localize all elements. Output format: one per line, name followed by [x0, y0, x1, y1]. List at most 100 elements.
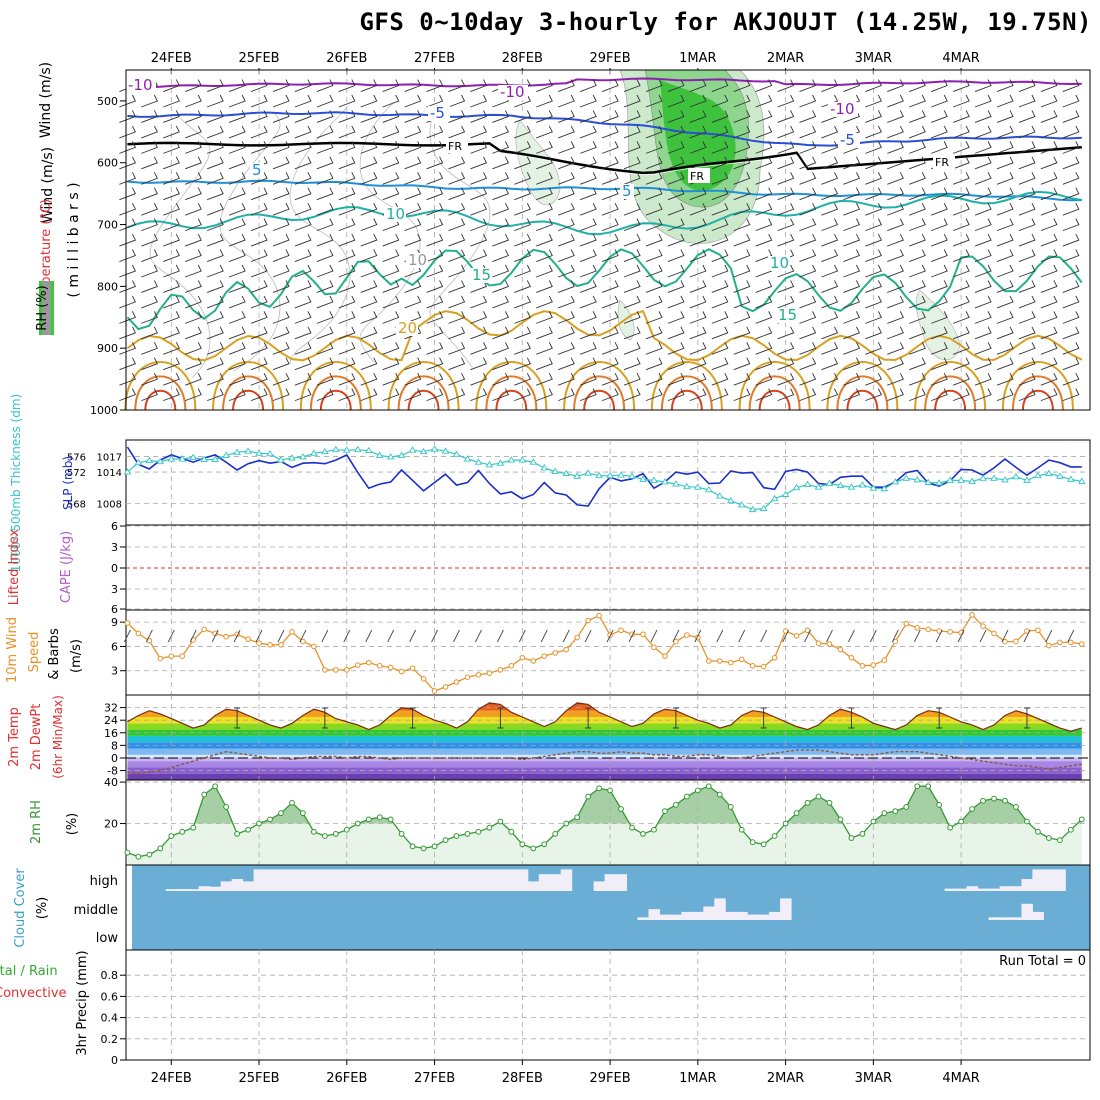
wind-barb	[448, 249, 466, 262]
wind-speed-marker	[289, 629, 295, 635]
wind-barb	[272, 357, 290, 371]
wind-barb	[426, 94, 444, 108]
wind-barb	[579, 280, 597, 293]
wind-barb	[163, 79, 180, 92]
ylabel-rh-units: (%)	[65, 813, 80, 836]
wind-barb	[821, 295, 839, 309]
wind-barb	[360, 79, 378, 92]
wind-barb	[996, 172, 1014, 185]
wind-barb	[887, 372, 904, 386]
wind-barb	[931, 357, 948, 371]
rh-marker	[310, 828, 317, 835]
wind-barb	[404, 125, 422, 139]
wind-barb	[777, 125, 795, 139]
wind-barb-10m	[365, 629, 373, 643]
wind-barb	[382, 295, 400, 309]
rh-marker	[760, 841, 767, 848]
wind-speed-marker	[398, 668, 405, 675]
wind-barb	[514, 110, 531, 123]
rh-marker	[552, 831, 559, 837]
contour-label-bg	[406, 253, 428, 268]
wind-barb	[1018, 125, 1036, 139]
wind-barb	[974, 172, 992, 185]
ylabel-lifted-index: Lifted Index	[7, 528, 22, 605]
wind-barb	[250, 125, 268, 139]
wind-barb	[119, 94, 137, 108]
thickness-marker	[1034, 471, 1042, 479]
wind-barb	[119, 218, 137, 232]
wind-barb	[601, 388, 619, 402]
wind-barb	[777, 295, 795, 309]
wind-barb	[536, 156, 553, 170]
wind-barb	[623, 172, 641, 185]
wind-barb	[536, 372, 553, 386]
wind-barb	[470, 326, 488, 340]
wind-barb	[426, 187, 444, 201]
wind-barb	[887, 326, 904, 340]
wind-barb	[536, 202, 553, 216]
wind-barb	[755, 372, 773, 386]
wind-barb	[426, 233, 444, 247]
contour-label: -5	[430, 104, 445, 122]
wind-barb	[974, 372, 992, 386]
wind-barb	[558, 326, 575, 340]
wind-barb	[931, 249, 948, 262]
run-total: Run Total = 0	[999, 954, 1086, 969]
rh-marker	[694, 787, 701, 794]
wind-barb-10m	[1045, 629, 1053, 643]
wind-barb	[207, 264, 224, 278]
wind-barb	[338, 141, 356, 154]
cloud-bar	[549, 874, 562, 891]
wind-speed-marker	[256, 640, 262, 646]
wind-barb	[931, 79, 948, 92]
thickness-marker	[606, 471, 614, 479]
isotherm-5	[127, 179, 1082, 202]
wind-barb	[228, 218, 246, 232]
cloud-bar	[242, 881, 255, 891]
rh-marker	[1002, 797, 1008, 804]
cloud-bar	[736, 911, 748, 920]
wind-barb	[909, 110, 926, 123]
wind-barb	[909, 326, 926, 340]
ylabel-precip: 3hr Precip (mm)	[75, 950, 90, 1055]
date-label-bottom: 1MAR	[679, 1071, 716, 1086]
wind-barb	[404, 141, 422, 154]
thickness-marker	[814, 483, 823, 490]
wind-barb	[799, 264, 817, 278]
wind-barb	[667, 218, 685, 232]
rh-marker	[662, 808, 668, 814]
wind-barb	[1018, 372, 1036, 386]
wind-barb	[909, 311, 926, 324]
wind-barb	[996, 202, 1014, 216]
wind-barb	[448, 218, 466, 232]
wind-barb	[382, 372, 400, 386]
wind-barb	[119, 342, 137, 355]
date-label-top: 26FEB	[326, 51, 367, 66]
wind-barb	[404, 280, 422, 293]
wind-speed-marker	[596, 612, 602, 619]
wind-barb	[974, 233, 992, 247]
thickness-marker	[803, 480, 812, 488]
wind-barb	[119, 202, 137, 216]
wind-barb	[887, 79, 904, 92]
wind-barb	[514, 94, 531, 108]
wind-speed-marker	[508, 663, 515, 669]
wind-barb	[294, 357, 312, 371]
cloud-bar	[527, 881, 540, 891]
contour-label-bg	[470, 268, 492, 283]
wind-barb	[1018, 342, 1036, 355]
wind-barb	[185, 357, 202, 371]
wind-speed-marker	[442, 684, 449, 690]
rh-marker	[925, 783, 932, 790]
wind-barb	[250, 141, 268, 154]
wind-barb-10m	[255, 629, 263, 643]
cloud-bar	[385, 869, 397, 891]
wind-barb	[711, 218, 729, 232]
wind-barb	[711, 156, 729, 170]
cloud-bar	[494, 869, 507, 891]
wind-barb	[316, 202, 334, 216]
wind-barb	[185, 249, 202, 262]
wind-barb	[667, 372, 685, 386]
wind-speed-marker	[267, 642, 273, 648]
